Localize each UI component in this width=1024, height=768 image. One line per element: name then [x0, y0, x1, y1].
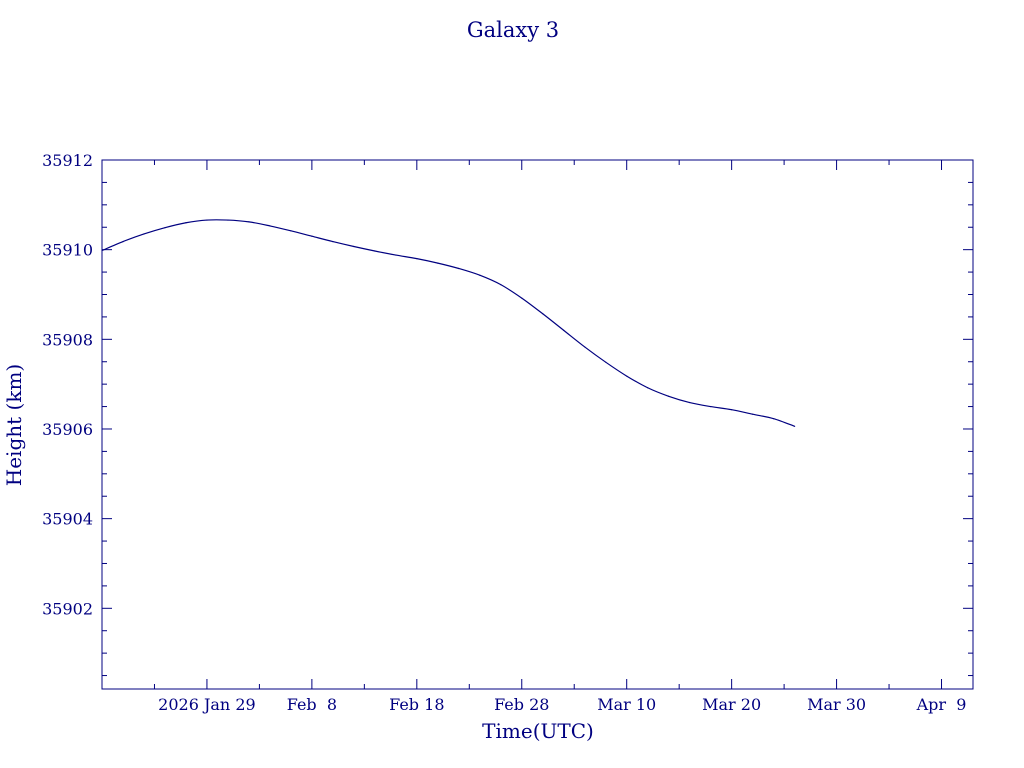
data-point — [647, 387, 649, 389]
x-tick-label: 2026 Jan 29 — [158, 695, 256, 714]
data-point — [395, 254, 397, 256]
data-point — [542, 313, 544, 315]
x-axis-label: Time(UTC) — [482, 719, 594, 743]
series-layer — [101, 219, 796, 427]
data-point — [668, 395, 670, 397]
data-point — [458, 267, 460, 270]
data-point — [479, 274, 481, 276]
data-point — [185, 222, 187, 224]
data-point — [689, 401, 691, 404]
data-point — [206, 219, 208, 221]
data-point — [584, 346, 586, 348]
x-tick-label: Mar 30 — [807, 695, 866, 714]
x-tick-label: Feb 28 — [494, 695, 549, 714]
y-tick-label: 35906 — [42, 420, 93, 439]
data-point — [731, 409, 733, 411]
data-point — [332, 240, 334, 243]
data-point — [794, 425, 796, 427]
data-point — [500, 284, 502, 286]
y-axis-label: Height (km) — [2, 364, 26, 486]
data-point — [353, 245, 355, 248]
data-point — [164, 227, 166, 229]
y-tick-label: 35902 — [42, 599, 93, 618]
data-point — [311, 235, 313, 237]
data-point — [290, 230, 292, 232]
x-tick-label: Feb 18 — [389, 695, 444, 714]
data-point — [269, 225, 271, 227]
data-point — [710, 405, 712, 408]
x-axis-tick-labels: 2026 Jan 29 Feb 8 Feb 18 Feb 28 Mar 10 Mar 20… — [158, 695, 966, 714]
y-tick-label: 35908 — [42, 330, 93, 349]
data-point — [437, 262, 439, 264]
x-tick-label: Apr 9 — [916, 695, 967, 714]
y-tick-label: 35904 — [42, 510, 93, 529]
data-point — [773, 418, 775, 420]
series-line — [101, 219, 795, 427]
data-point — [563, 329, 565, 331]
chart-title: Galaxy 3 — [467, 18, 559, 42]
data-point — [227, 219, 229, 221]
y-tick-label: 35912 — [42, 151, 93, 170]
data-point — [143, 233, 145, 235]
data-point — [605, 361, 607, 363]
x-tick-label: Mar 10 — [597, 695, 656, 714]
data-point — [626, 375, 628, 377]
data-point — [248, 221, 250, 223]
x-tick-label: Mar 20 — [702, 695, 761, 714]
data-point — [416, 258, 418, 260]
data-point — [374, 250, 376, 252]
x-axis-ticks — [153, 160, 943, 689]
data-point — [521, 297, 523, 299]
y-tick-label: 35910 — [42, 241, 93, 260]
data-point — [101, 249, 103, 252]
data-point — [122, 240, 124, 243]
x-tick-label: Feb 8 — [287, 695, 337, 714]
data-point — [752, 413, 754, 415]
y-axis-tick-labels: 35902 35904 35906 35908 35910 35912 — [42, 151, 93, 618]
y-axis-ticks — [102, 159, 973, 677]
plot-frame — [101, 159, 974, 690]
